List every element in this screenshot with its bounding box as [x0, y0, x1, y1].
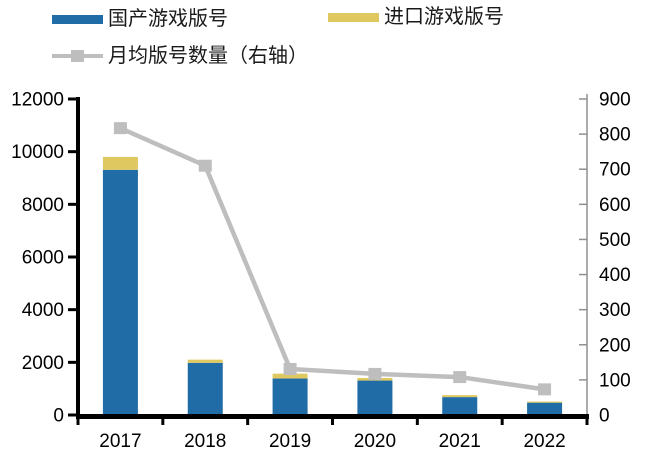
left-axis-label-2000: 2000	[22, 353, 64, 374]
left-axis-label-10000: 10000	[11, 142, 64, 163]
line-marker-2021	[453, 371, 467, 384]
monthly-average-line	[119, 126, 545, 392]
line-marker-2017	[113, 122, 127, 135]
bar-imported-2019	[272, 373, 308, 379]
legend-swatch-domestic	[52, 14, 103, 24]
right-axis-label-200: 200	[599, 335, 631, 356]
line-marker-2022	[538, 383, 552, 396]
right-axis-label-900: 900	[599, 90, 631, 111]
legend-label-monthly-average: 月均版号数量（右轴）	[108, 45, 308, 67]
right-axis-label-300: 300	[599, 300, 631, 321]
bar-domestic-2017	[102, 169, 138, 415]
legend-label-domestic: 国产游戏版号	[108, 8, 228, 30]
bar-domestic-2019	[272, 378, 308, 415]
x-axis-label-2021: 2021	[439, 431, 481, 452]
line-marker-2018	[198, 159, 212, 172]
right-axis-label-0: 0	[599, 406, 610, 427]
bar-imported-2018	[187, 359, 223, 363]
right-axis-label-800: 800	[599, 125, 631, 146]
x-axis-label-2019: 2019	[269, 431, 311, 452]
bar-domestic-2022	[527, 402, 563, 415]
bar-imported-2021	[442, 395, 478, 398]
right-axis-label-400: 400	[599, 265, 631, 286]
right-axis-label-100: 100	[599, 370, 631, 391]
legend-item-domestic: 国产游戏版号	[52, 7, 228, 31]
x-axis-label-2020: 2020	[354, 431, 396, 452]
legend-swatch-imported	[328, 12, 379, 22]
left-axis-label-12000: 12000	[11, 90, 64, 111]
bar-domestic-2021	[442, 397, 478, 415]
legend-item-monthly-average: 月均版号数量（右轴）	[52, 44, 308, 68]
left-axis-label-8000: 8000	[22, 195, 64, 216]
legend-line-marker-swatch	[52, 50, 103, 62]
line-marker-2019	[283, 363, 297, 376]
legend-label-imported: 进口游戏版号	[384, 6, 504, 28]
chart-legend: 国产游戏版号 进口游戏版号 月均版号数量（右轴）	[0, 0, 663, 80]
bar-domestic-2018	[187, 362, 223, 415]
left-axis-label-6000: 6000	[22, 248, 64, 269]
x-axis-label-2017: 2017	[99, 431, 141, 452]
bar-imported-2022	[527, 401, 563, 403]
x-axis-label-2022: 2022	[523, 431, 565, 452]
legend-square-marker	[71, 50, 84, 62]
line-marker-2020	[368, 367, 382, 380]
right-axis-label-700: 700	[599, 160, 631, 181]
right-axis-label-500: 500	[599, 230, 631, 251]
legend-item-imported: 进口游戏版号	[328, 5, 504, 29]
x-axis-label-2018: 2018	[184, 431, 226, 452]
right-axis-label-600: 600	[599, 195, 631, 216]
bar-domestic-2020	[357, 380, 393, 415]
left-axis-label-0: 0	[53, 406, 64, 427]
left-axis-label-4000: 4000	[22, 300, 64, 321]
bar-imported-2017	[102, 156, 138, 170]
